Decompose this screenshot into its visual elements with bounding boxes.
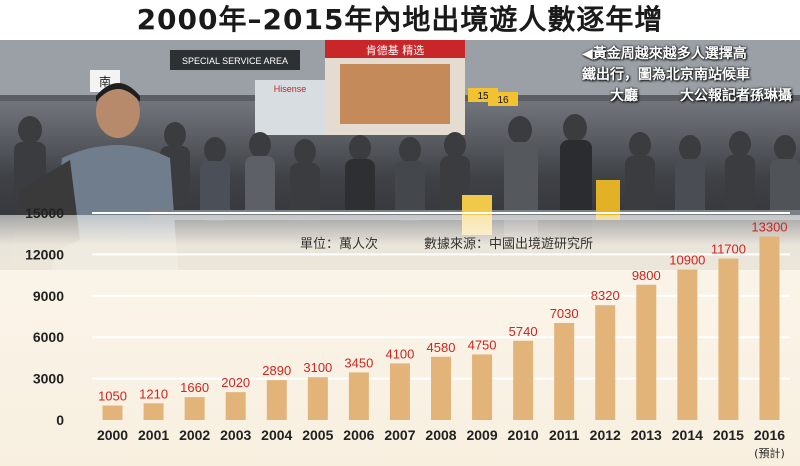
photo-caption: ◀黃金周越來越多人選擇高 鐵出行，圖為北京南站候車 大廳 大公報記者孫琳攝 [582,44,792,107]
value-label: 2890 [262,363,291,378]
hisense-kiosk [255,80,325,135]
photo-caption-line-1: ◀黃金周越來越多人選擇高 [582,46,747,62]
bars [102,236,780,420]
bar-2014 [677,269,698,420]
x-axis-ticks: 2000 2001 2002 2003 2004 2005 2006 2007 2008 2009… [97,427,785,460]
value-label: 11700 [711,242,746,257]
kfc-menu-board [340,64,450,124]
value-label: 13300 [751,219,787,234]
bar-2015 [718,258,739,420]
y-tick-label: 15000 [25,205,64,221]
value-label: 4100 [385,346,414,361]
x-tick-label: 2005 [302,427,333,443]
bar-2009 [472,354,493,420]
bar-2011 [554,322,575,420]
hisense-kiosk-text: Hisense [274,84,307,94]
y-tick-label: 9000 [33,288,64,304]
x-tick-label: 2004 [261,427,292,443]
value-label: 5740 [509,324,538,339]
bar-2008 [431,356,451,420]
value-label: 3450 [344,355,373,370]
x-tick-label: 2003 [220,427,251,443]
bar-2003 [225,392,246,420]
x-tick-label: 2011 [549,427,580,443]
y-axis-ticks: 0 3000 6000 9000 12000 15000 [25,205,64,428]
crowd-silhouettes [14,114,800,252]
photo-caption-line-2: 鐵出行，圖為北京南站候車 [582,67,750,83]
x-tick-label: 2016 [754,427,785,443]
y-tick-label: 0 [56,412,64,428]
value-label: 3100 [303,360,332,375]
value-labels: 1050 1210 1660 2020 2890 3100 3450 4100 4580 4750… [98,219,787,403]
chart-panel [0,215,800,466]
value-label: 7030 [550,306,579,321]
value-label: 10900 [669,253,705,268]
source-label: 數據來源：中國出境遊研究所 [424,237,594,252]
bar-2013 [636,284,657,420]
gate-15-sign-text: 15 [477,91,489,102]
value-label: 2020 [221,375,250,390]
special-service-sign-text: SPECIAL SERVICE AREA [182,56,288,66]
bar-2005 [307,377,328,420]
y-tick-label: 6000 [33,329,64,345]
y-tick-label: 12000 [25,246,64,262]
bar-2000 [102,405,123,420]
y-tick-label: 3000 [33,371,64,387]
x-tick-label: 2015 [713,427,744,443]
x-tick-label: 2014 [672,427,703,443]
gate-16-sign-text: 16 [497,95,509,106]
bar-2012 [595,305,616,420]
value-label: 1660 [180,380,209,395]
x-tick-label: 2010 [508,427,539,443]
bar-2004 [266,380,287,420]
x-tick-label: 2002 [179,427,210,443]
bar-2010 [513,340,534,420]
unit-label: 單位：萬人次 [300,237,379,252]
x-tick-note: (預計) [754,446,785,460]
x-tick-label: 2008 [425,427,456,443]
kfc-sign-text: 肯德基 精选 [366,43,425,57]
bar-2016 [759,236,780,420]
value-label: 1210 [139,386,168,401]
special-service-sign [170,50,300,70]
value-label: 4580 [427,340,456,355]
gridlines [92,212,790,380]
bar-2001 [143,403,164,420]
bar-2006 [348,372,369,420]
station-photo-illustration: SPECIAL SERVICE AREA 肯德基 精选 Hisense 南 15… [0,40,800,270]
gate-16-sign [488,92,518,106]
value-label: 1050 [98,389,127,404]
chart-title: 2000年–2015年內地出境遊人數逐年增 [0,0,800,40]
gate-sign-left-text: 南 [99,74,111,89]
x-tick-label: 2009 [466,427,497,443]
x-tick-label: 2006 [343,427,374,443]
value-label: 9800 [632,268,661,283]
kfc-sign [325,40,465,58]
value-label: 8320 [591,288,620,303]
value-label: 4750 [468,337,497,352]
x-tick-label: 2000 [97,427,128,443]
bar-2002 [184,397,205,420]
x-tick-label: 2012 [590,427,621,443]
bar-2007 [389,363,410,420]
x-tick-label: 2013 [631,427,662,443]
x-tick-label: 2007 [384,427,415,443]
photo-caption-line-3: 大廳 大公報記者孫琳攝 [610,88,792,104]
x-tick-label: 2001 [138,427,169,443]
